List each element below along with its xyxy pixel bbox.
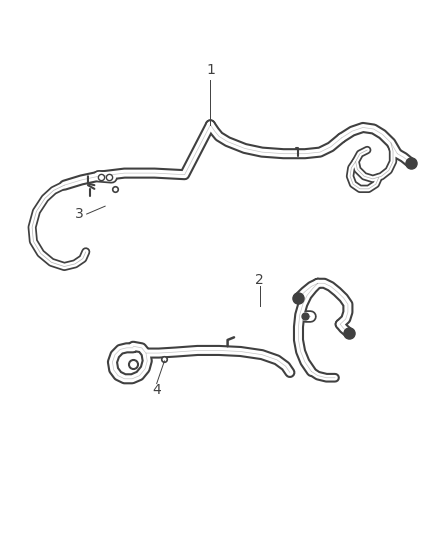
- Text: 3: 3: [75, 207, 84, 221]
- Text: 4: 4: [152, 383, 161, 397]
- Text: 1: 1: [206, 63, 215, 77]
- Text: 2: 2: [255, 272, 264, 287]
